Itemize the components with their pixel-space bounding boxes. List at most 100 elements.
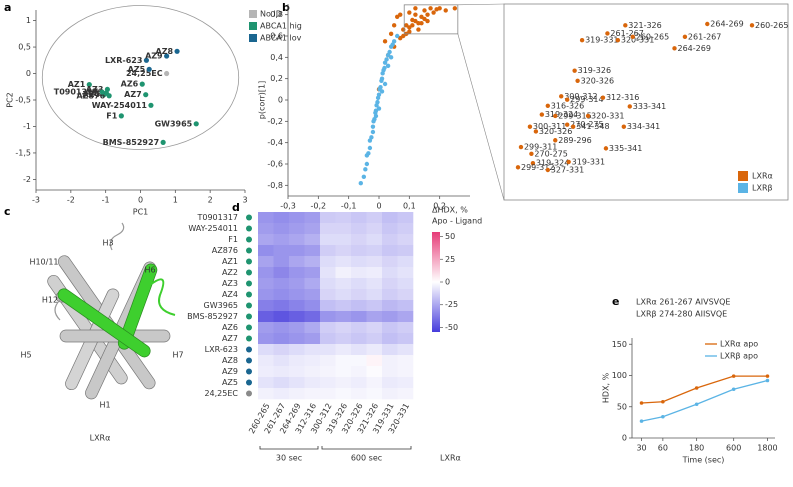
row-label: LXR-623 <box>205 345 238 354</box>
heat-cell <box>320 278 336 290</box>
heat-cell <box>289 245 305 257</box>
point <box>388 31 394 37</box>
inset-point-label: 334-341 <box>627 122 660 131</box>
heat-cell <box>289 388 305 400</box>
heat-cell <box>382 333 398 345</box>
point <box>193 121 199 127</box>
legend-swatch <box>249 34 257 42</box>
row-marker <box>246 335 252 342</box>
row-label: AZ9 <box>222 367 238 376</box>
heat-cell <box>335 223 352 235</box>
marker <box>765 378 770 383</box>
point <box>361 174 367 179</box>
heat-cell <box>320 256 336 268</box>
heat-cell <box>258 344 274 356</box>
heat-cell <box>273 245 290 257</box>
row-marker <box>246 291 252 298</box>
heat-cell <box>382 355 398 367</box>
heat-cell <box>304 234 321 246</box>
heat-cell <box>273 388 290 400</box>
heat-cell <box>320 289 336 301</box>
row-label: BMS-852927 <box>187 312 238 321</box>
heat-cell <box>289 223 305 235</box>
heat-cell <box>320 267 336 279</box>
heat-cell <box>258 355 274 367</box>
heat-cell <box>335 267 352 279</box>
row-marker <box>246 324 252 331</box>
point <box>146 66 152 72</box>
heat-cell <box>366 289 383 301</box>
legend-swatch <box>249 22 257 30</box>
inset-point <box>627 104 632 109</box>
heat-cell <box>397 355 414 367</box>
heat-cell <box>258 377 274 389</box>
heat-cell <box>289 256 305 268</box>
y-axis-label: p(corr)[1] <box>258 81 267 119</box>
annotation: LXRβ 274-280 AIISVQE <box>636 310 727 319</box>
inset-point-label: 341-348 <box>576 122 609 131</box>
y-tick-label: -0,5 <box>15 96 31 105</box>
heat-cell <box>335 300 352 312</box>
heat-cell <box>273 377 290 389</box>
y-tick-label: -0,6 <box>267 160 283 169</box>
heat-cell <box>382 245 398 257</box>
heat-cell <box>289 267 305 279</box>
point-label: AZ9 <box>145 52 163 61</box>
inset-point <box>682 34 688 40</box>
heat-cell <box>273 366 290 378</box>
x-tick-label: 60 <box>658 444 668 453</box>
heat-cell <box>351 234 367 246</box>
protein-structure <box>47 222 176 400</box>
y-tick-label: -2 <box>23 175 31 184</box>
point-label: AZ8 <box>156 47 174 56</box>
x-tick-label: -0,2 <box>311 202 327 211</box>
point <box>382 65 387 71</box>
marker <box>661 414 665 419</box>
heat-cell <box>304 377 321 389</box>
row-marker <box>246 214 252 221</box>
marker <box>639 401 644 405</box>
heat-cell <box>304 267 321 279</box>
point <box>452 6 458 11</box>
heat-cell <box>366 333 383 345</box>
heat-cell <box>289 212 305 224</box>
x-tick-label: 0,2 <box>433 202 446 211</box>
point <box>378 85 383 90</box>
heat-cell <box>397 267 414 279</box>
y-tick-label: 100 <box>612 371 627 380</box>
heat-cell <box>320 344 336 356</box>
inset-point-label: 270-275 <box>534 149 567 158</box>
y-axis-label: PC2 <box>6 92 15 108</box>
y-tick-label: 0 <box>26 69 31 78</box>
heat-cell <box>273 311 290 323</box>
heat-cell <box>397 333 414 345</box>
point <box>358 181 363 186</box>
inset-point-label: 335-341 <box>609 144 642 153</box>
helix <box>117 263 158 350</box>
colorbar-label: ΔHDX, % <box>432 206 468 215</box>
row-label: GW3965 <box>204 301 238 310</box>
panel-letter: b <box>282 1 290 14</box>
point <box>364 161 370 167</box>
heat-cell <box>382 300 398 312</box>
inset-point <box>579 38 585 43</box>
panel-letter: c <box>4 205 11 218</box>
heat-cell <box>351 256 367 268</box>
legend-label: ABCA1 hig <box>260 22 302 31</box>
inset-point <box>553 138 558 143</box>
point <box>388 55 394 60</box>
colorbar-tick-label: 25 <box>445 255 455 264</box>
heat-cell <box>304 366 321 378</box>
heat-cell <box>258 300 274 312</box>
inset-point <box>672 46 677 51</box>
heat-cell <box>366 322 383 334</box>
time-label: 600 sec <box>351 454 382 463</box>
point <box>407 29 412 34</box>
heat-cell <box>382 322 398 334</box>
row-label: AZ8 <box>222 356 238 365</box>
y-tick-label: 0,4 <box>270 53 283 62</box>
legend-label: LXRβ <box>752 184 773 193</box>
inset-point <box>575 78 580 83</box>
point <box>391 39 397 44</box>
